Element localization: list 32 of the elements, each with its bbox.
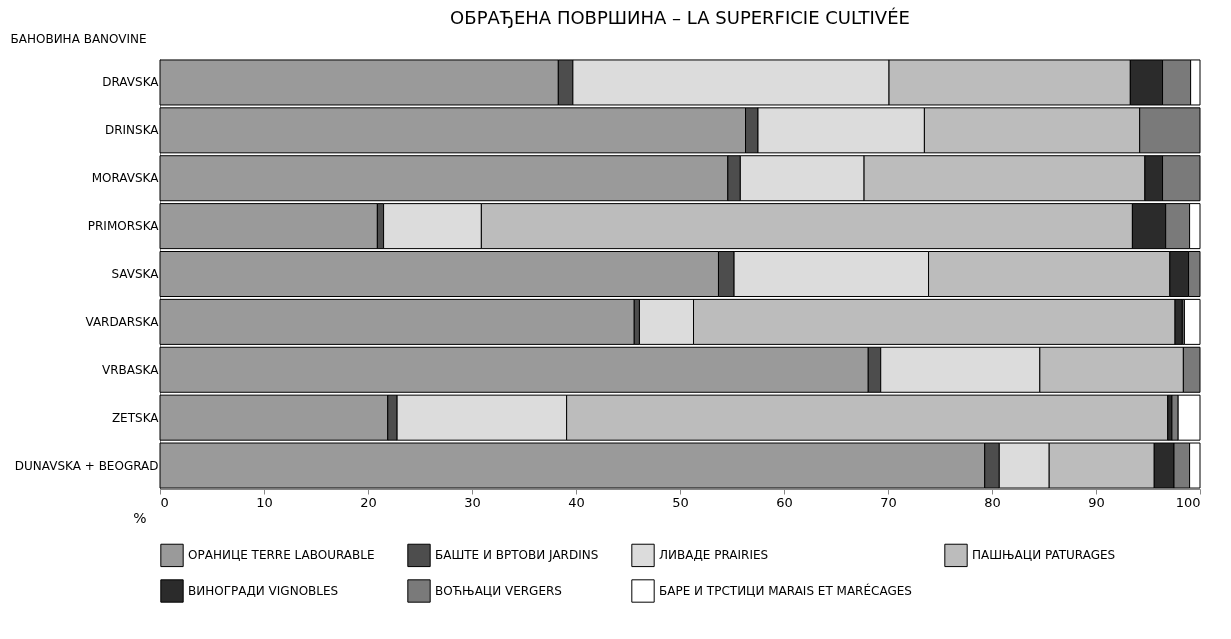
y-tick-label: VARDARSKA <box>85 314 160 329</box>
bar <box>1183 298 1201 345</box>
x-axis-title: % <box>133 509 147 526</box>
legend-label: ВИНОГРАДИ VIGNOBLES <box>188 584 339 598</box>
x-tick-label: 80 <box>984 494 1001 510</box>
legend-label: ЛИВАДЕ PRAIRIES <box>659 548 769 563</box>
legend-label: ПАШЊАЦИ PATURAGES <box>972 548 1116 563</box>
y-axis-title: БАНОВИНА BANOVINE <box>10 31 147 46</box>
x-tick-label: 40 <box>568 494 585 510</box>
x-tick-label: 50 <box>672 494 689 510</box>
x-tick-label: 60 <box>776 494 793 510</box>
x-tick-label: 100 <box>1175 494 1201 510</box>
y-tick-label: SAVSKA <box>111 267 160 281</box>
y-tick-label: ZETSKA <box>111 410 160 425</box>
x-tick-label: 30 <box>464 494 481 510</box>
bar <box>159 298 635 345</box>
x-tick-label: 10 <box>256 494 273 510</box>
x-tick-label: 90 <box>1088 494 1105 510</box>
chart-title: ОБРАЂЕНА ПОВРШИНА – LA SUPERFICIE CULTIVÉE <box>450 7 910 28</box>
x-tick-label: 20 <box>360 494 377 510</box>
y-tick-label: DRAVSKA <box>102 75 160 90</box>
legend-label: БАРЕ И ТРСТИЦИ MARAIS ET MARÉCAGES <box>659 583 912 598</box>
legend-label: ОРАНИЦЕ TERRE LABOURABLE <box>188 548 375 563</box>
y-tick-label: MORAVSKA <box>91 171 160 186</box>
y-tick-label: VRBASKA <box>102 362 160 377</box>
y-tick-label: DRINSKA <box>104 123 160 138</box>
y-tick-label: DUNAVSKA + BEOGRAD <box>14 458 159 473</box>
x-tick-label: 70 <box>880 494 897 510</box>
y-tick-label: PRIMORSKA <box>87 219 160 234</box>
x-tick-label: 0 <box>160 494 169 510</box>
legend-label: БАШТЕ И ВРТОВИ JARDINS <box>435 548 599 563</box>
legend-label: ВОЋЊАЦИ VERGERS <box>435 584 562 598</box>
